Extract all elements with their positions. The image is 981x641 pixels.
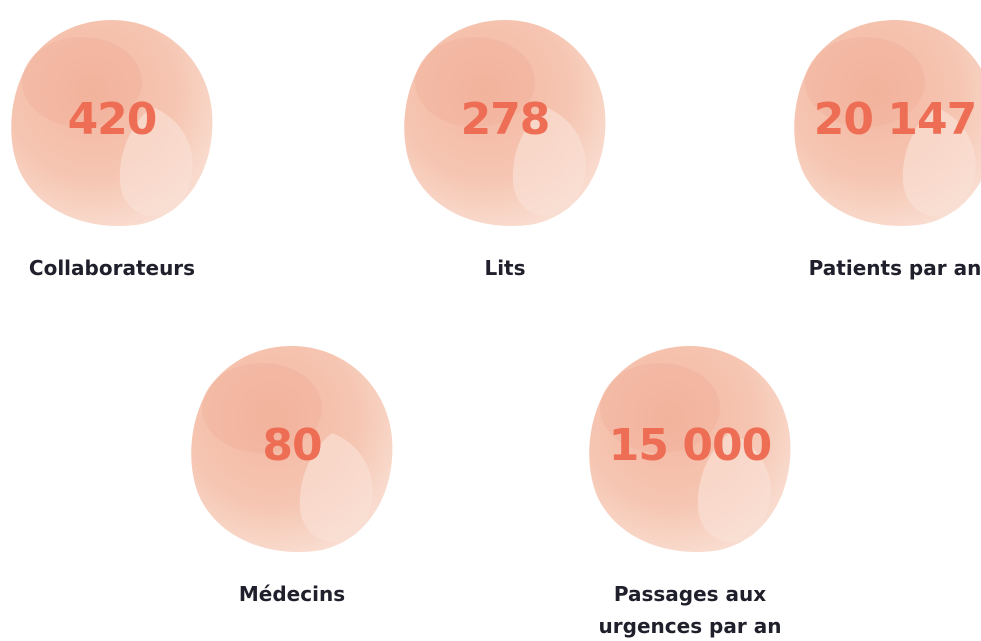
stat-label: Lits — [345, 252, 665, 284]
stat-value: 278 — [385, 94, 625, 145]
stat-value: 20 147 — [775, 94, 981, 145]
stat-label: Médecins — [132, 578, 452, 610]
stat-label: Patients par an — [735, 252, 981, 284]
stats-page: 420 Collaborateurs 278 Lits — [0, 0, 981, 641]
stat-value: 80 — [172, 420, 412, 471]
stat-value: 15 000 — [570, 420, 810, 471]
stat-value: 420 — [0, 94, 232, 145]
stat-label: Collaborateurs — [0, 252, 272, 284]
stat-label: Passages aux urgences par an — [590, 578, 790, 641]
